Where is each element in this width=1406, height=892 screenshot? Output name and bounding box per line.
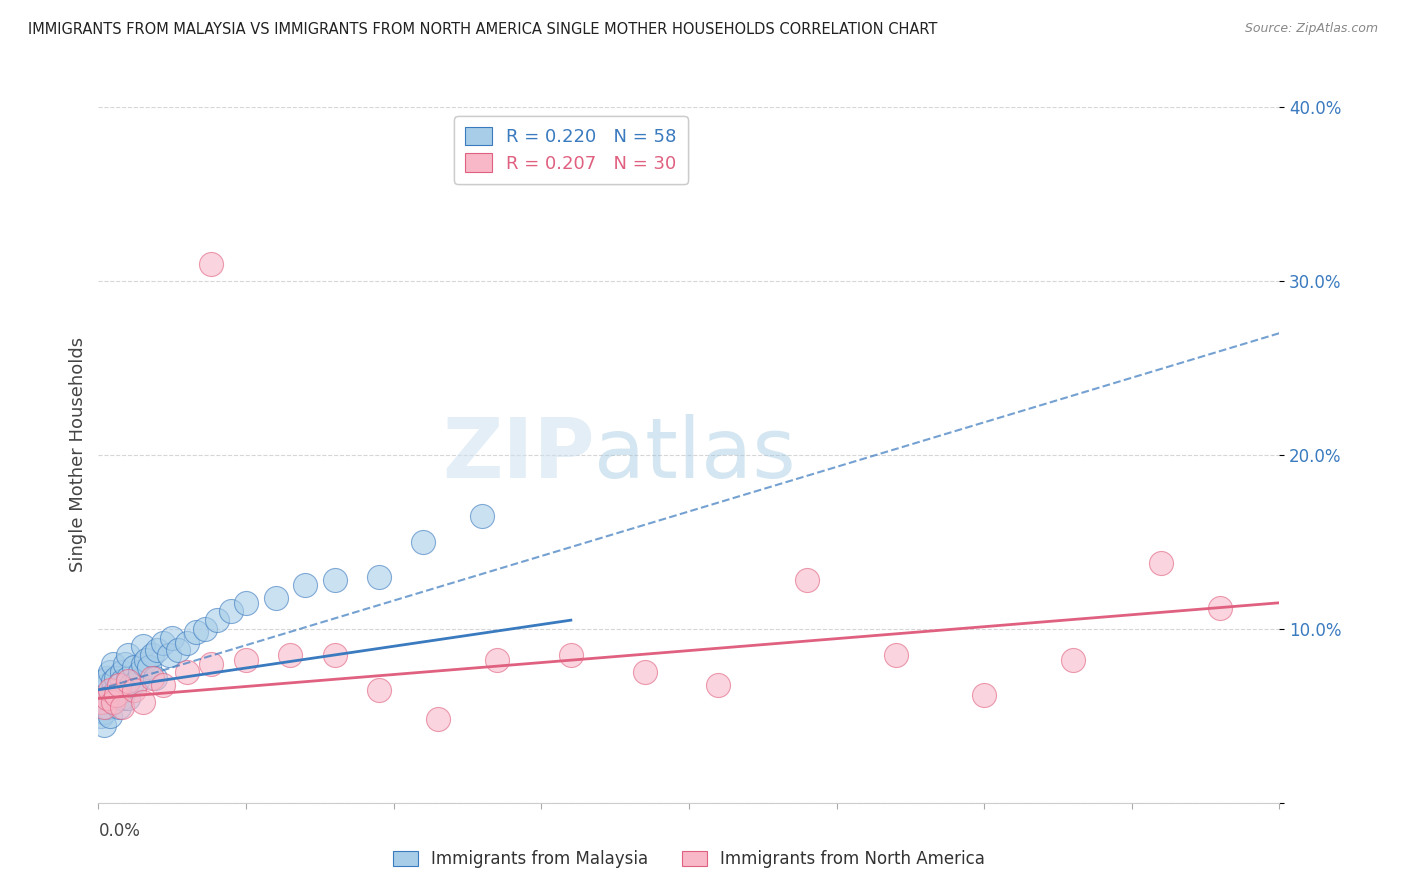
Point <box>176 636 198 650</box>
Point <box>884 648 907 662</box>
Point <box>114 682 136 697</box>
Point <box>707 677 730 691</box>
Text: ZIP: ZIP <box>441 415 595 495</box>
Point <box>235 653 257 667</box>
Point <box>103 682 125 697</box>
Point <box>264 591 287 605</box>
Point <box>90 700 112 714</box>
Point <box>427 712 450 726</box>
Point <box>1062 653 1084 667</box>
Point <box>96 691 118 706</box>
Point <box>278 648 302 662</box>
Point <box>184 625 207 640</box>
Point <box>796 573 818 587</box>
Point <box>146 642 169 657</box>
Point <box>103 674 125 689</box>
Point <box>162 631 183 645</box>
Text: 0.0%: 0.0% <box>98 822 141 840</box>
Point <box>138 660 160 674</box>
Point <box>200 256 222 270</box>
Point <box>96 700 118 714</box>
Point <box>152 636 174 650</box>
Point <box>1209 601 1232 615</box>
Point <box>90 695 112 709</box>
Point <box>117 648 139 662</box>
Legend: R = 0.220   N = 58, R = 0.207   N = 30: R = 0.220 N = 58, R = 0.207 N = 30 <box>454 116 688 184</box>
Point <box>105 688 128 702</box>
Point <box>235 596 257 610</box>
Point <box>108 677 131 691</box>
Point <box>98 691 121 706</box>
Text: atlas: atlas <box>595 415 796 495</box>
Point <box>111 691 134 706</box>
Point <box>135 653 157 667</box>
Point <box>152 677 174 691</box>
Point <box>117 691 139 706</box>
Point <box>93 700 115 714</box>
Point <box>132 695 155 709</box>
Point <box>93 682 115 697</box>
Point <box>294 578 316 592</box>
Point <box>90 708 112 723</box>
Point <box>114 657 136 671</box>
Point <box>90 691 112 706</box>
Point <box>117 674 139 689</box>
Point <box>111 674 134 689</box>
Point <box>108 700 131 714</box>
Point <box>93 674 115 689</box>
Point <box>323 573 346 587</box>
Point <box>96 671 118 685</box>
Point <box>98 708 121 723</box>
Point <box>471 508 494 523</box>
Text: IMMIGRANTS FROM MALAYSIA VS IMMIGRANTS FROM NORTH AMERICA SINGLE MOTHER HOUSEHOL: IMMIGRANTS FROM MALAYSIA VS IMMIGRANTS F… <box>28 22 938 37</box>
Point <box>205 613 228 627</box>
Legend: Immigrants from Malaysia, Immigrants from North America: Immigrants from Malaysia, Immigrants fro… <box>387 844 991 875</box>
Point <box>143 671 166 685</box>
Point <box>125 674 148 689</box>
Point <box>368 682 391 697</box>
Point <box>105 688 128 702</box>
Point <box>633 665 655 680</box>
Point <box>141 671 163 685</box>
Point <box>560 648 582 662</box>
Point <box>96 677 118 691</box>
Point <box>103 695 125 709</box>
Point <box>141 648 163 662</box>
Point <box>157 648 180 662</box>
Text: Source: ZipAtlas.com: Source: ZipAtlas.com <box>1244 22 1378 36</box>
Point <box>176 665 198 680</box>
Point <box>98 665 121 680</box>
Point <box>132 639 155 653</box>
Point <box>486 653 509 667</box>
Point <box>1150 556 1173 570</box>
Point <box>111 700 134 714</box>
Point <box>98 682 121 697</box>
Point <box>219 605 242 619</box>
Point <box>973 688 995 702</box>
Point <box>111 665 134 680</box>
Point <box>105 671 128 685</box>
Point <box>93 695 115 709</box>
Point <box>132 657 155 671</box>
Point <box>412 534 434 549</box>
Point <box>120 677 142 691</box>
Point <box>108 677 131 691</box>
Point <box>93 706 115 720</box>
Point <box>117 671 139 685</box>
Y-axis label: Single Mother Households: Single Mother Households <box>69 337 87 573</box>
Point <box>167 642 190 657</box>
Point <box>122 660 145 674</box>
Point <box>200 657 222 671</box>
Point <box>128 665 150 680</box>
Point <box>103 695 125 709</box>
Point <box>194 622 217 636</box>
Point <box>323 648 346 662</box>
Point <box>368 570 391 584</box>
Point <box>122 682 145 697</box>
Point <box>93 717 115 731</box>
Point <box>105 682 128 697</box>
Point <box>103 657 125 671</box>
